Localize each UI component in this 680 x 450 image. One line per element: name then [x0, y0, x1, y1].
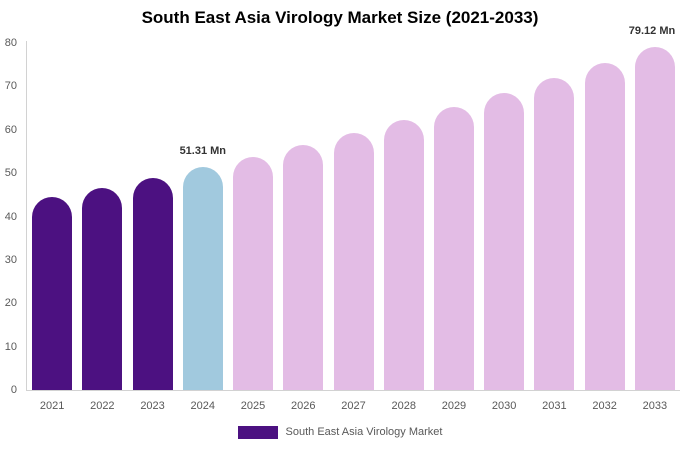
- y-axis-tick-label: 80: [4, 37, 17, 49]
- x-axis-tick-label: 2021: [39, 400, 65, 412]
- bar-2027: [333, 132, 374, 390]
- bar-2030: [484, 92, 525, 390]
- bar-2023: [132, 177, 173, 390]
- y-axis-tick-label: 0: [10, 384, 17, 396]
- bar-2025: [233, 156, 274, 390]
- x-axis-tick-label: 2024: [190, 400, 216, 412]
- bar-2029: [433, 106, 474, 390]
- x-axis-tick-label: 2025: [240, 400, 266, 412]
- y-axis-line: [26, 41, 27, 391]
- y-axis-tick-label: 10: [4, 340, 17, 353]
- y-axis-tick-label: 50: [4, 167, 17, 180]
- y-axis-tick-label: 60: [4, 123, 17, 136]
- legend-label: South East Asia Virology Market: [285, 426, 443, 438]
- legend-swatch: [237, 425, 278, 439]
- bar-2032: [584, 62, 625, 390]
- x-axis-line: [26, 390, 680, 391]
- bar-2021: [32, 197, 73, 390]
- bar-2028: [383, 120, 424, 390]
- x-axis-tick-label: 2023: [140, 400, 165, 412]
- bar-2024: [182, 167, 223, 390]
- y-axis-tick-label: 40: [4, 210, 17, 223]
- bar-2033: [634, 46, 675, 390]
- x-axis-tick-label: 2032: [592, 400, 617, 412]
- bar-2026: [283, 144, 324, 390]
- x-axis-tick-label: 2033: [642, 400, 668, 412]
- bar-2022: [82, 187, 123, 390]
- x-axis-tick-label: 2030: [491, 400, 517, 412]
- bar-value-label: 79.12 Mn: [628, 24, 676, 37]
- legend: South East Asia Virology Market: [0, 425, 680, 439]
- chart-title: South East Asia Virology Market Size (20…: [141, 8, 539, 27]
- x-axis-tick-label: 2028: [391, 400, 416, 412]
- x-axis-tick-label: 2022: [90, 400, 115, 412]
- y-axis-tick-label: 30: [4, 253, 17, 266]
- x-axis-tick-label: 2029: [441, 400, 467, 412]
- y-axis-tick-label: 70: [4, 80, 17, 93]
- x-axis-tick-label: 2026: [291, 400, 316, 412]
- bar-value-label: 51.31 Mn: [179, 145, 227, 158]
- x-axis-tick-label: 2027: [341, 400, 366, 412]
- bar-2031: [534, 78, 575, 390]
- x-axis-tick-label: 2031: [542, 400, 567, 412]
- y-axis-tick-label: 20: [4, 297, 17, 310]
